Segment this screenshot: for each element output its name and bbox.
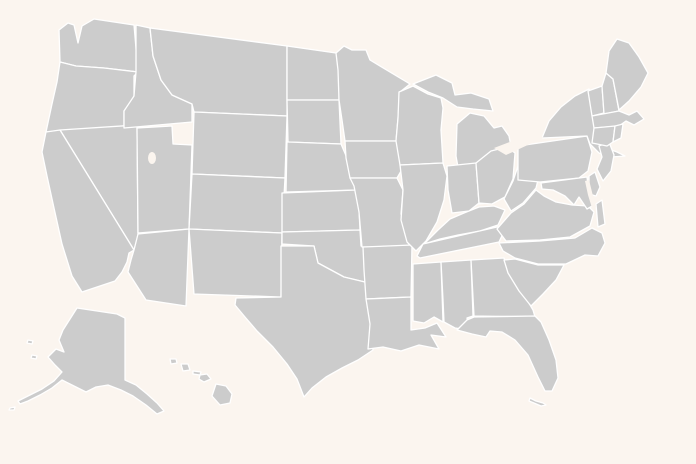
state-ky	[423, 205, 506, 245]
state-me	[605, 38, 649, 111]
state-nd	[286, 45, 341, 101]
state-ak-aleutian-1	[8, 406, 16, 411]
state-sc	[503, 258, 565, 307]
state-wi	[395, 85, 444, 166]
state-va-eastern-shore	[595, 199, 606, 228]
state-nj	[596, 141, 615, 182]
state-nc	[498, 227, 606, 265]
state-fl-keys	[528, 397, 547, 407]
states-layer	[8, 18, 649, 415]
state-fl	[456, 315, 559, 392]
state-va	[496, 189, 595, 242]
state-wy	[191, 111, 288, 179]
state-hi-maui	[198, 373, 212, 383]
state-co	[188, 173, 286, 234]
state-ms	[412, 261, 444, 324]
state-hi-oahu	[180, 363, 191, 372]
chesapeake-bay	[585, 180, 596, 208]
state-hi-big-island	[211, 383, 233, 406]
state-in	[446, 162, 480, 214]
state-la	[365, 296, 447, 352]
state-ak-island-1	[26, 339, 34, 345]
state-ak	[17, 307, 165, 415]
lake-erie	[494, 131, 543, 155]
state-ri	[612, 123, 624, 143]
state-ak-island-2	[30, 354, 38, 360]
state-il	[399, 162, 448, 252]
state-az	[127, 228, 190, 307]
lakes-layer	[148, 131, 596, 208]
state-ut	[136, 125, 193, 234]
state-tx	[234, 245, 374, 398]
state-ca	[41, 129, 135, 293]
state-nm	[188, 228, 283, 298]
state-sd	[286, 99, 342, 145]
state-ks	[281, 189, 361, 233]
state-mi-upper-peninsula	[412, 74, 494, 112]
state-ia	[344, 140, 405, 179]
state-hi-kauai	[169, 358, 178, 365]
state-ct	[591, 125, 616, 147]
state-ar	[362, 244, 413, 300]
great-salt-lake	[148, 152, 156, 164]
